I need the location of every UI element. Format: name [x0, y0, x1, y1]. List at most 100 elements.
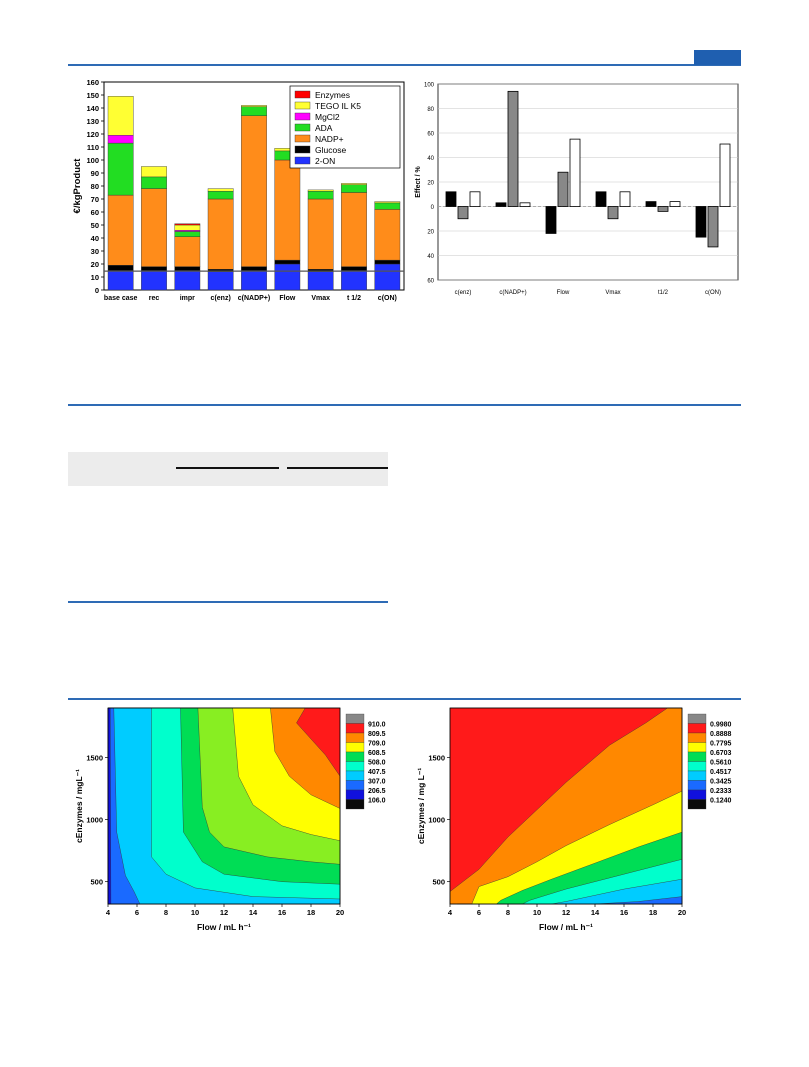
legend-swatch [687, 799, 707, 810]
legend-swatch [294, 112, 311, 121]
y-tick-label: 10 [91, 273, 99, 282]
x-tick-label: 4 [106, 908, 111, 917]
bar-segment [341, 270, 367, 291]
y-tick-label: 140 [86, 104, 99, 113]
x-tick-label: t 1/2 [347, 295, 361, 302]
y-tick-label: 150 [86, 91, 99, 100]
x-tick-label: Flow [557, 290, 570, 296]
y-tick-label: 110 [87, 143, 99, 152]
y-tick-label: 60 [427, 279, 434, 285]
y-axis-label: Effect / % [415, 165, 422, 197]
legend-swatch [345, 780, 365, 791]
bar-segment [207, 271, 234, 291]
cost-stacked-bar-chart: 0 10 20 30 40 50 60 70 80 90 100 110 120 130 140 150 160… [72, 78, 405, 302]
y-tick-label: 0 [95, 286, 99, 295]
bar-segment [207, 198, 234, 270]
legend-swatch [294, 90, 311, 99]
bar-segment [107, 135, 134, 144]
x-tick-label: 18 [649, 908, 657, 917]
bar-segment [174, 224, 201, 231]
x-tick-label: 8 [164, 908, 168, 917]
effect-bar [645, 201, 657, 207]
legend-swatch [687, 751, 707, 762]
legend-level-label: 0.8888 [710, 731, 732, 738]
legend-level-label: 0.7795 [710, 741, 732, 748]
legend-swatch [687, 761, 707, 772]
legend-swatch [687, 770, 707, 781]
bar-segment [207, 190, 234, 200]
legend-swatch [687, 732, 707, 743]
y-tick-label: 500 [90, 878, 103, 887]
bar-segment [241, 106, 267, 117]
legend-label: Glucose [315, 145, 346, 155]
legend-level-label: 307.0 [368, 779, 386, 786]
legend-label: ADA [315, 123, 333, 133]
legend-level-label: 0.1240 [710, 798, 732, 805]
bar-segment [374, 263, 401, 291]
legend-level-label: 508.0 [368, 760, 386, 767]
effect-bar [507, 90, 519, 207]
x-tick-label: c(enz) [211, 295, 231, 302]
legend-swatch [294, 145, 311, 154]
y-tick-label: 120 [86, 130, 99, 139]
x-tick-label: base case [104, 295, 138, 302]
legend-level-label: 910.0 [368, 722, 386, 729]
contour-band [107, 707, 112, 905]
legend-swatch [687, 723, 707, 734]
bar-segment [374, 201, 401, 204]
x-tick-label: 14 [249, 908, 258, 917]
table-header-band [68, 452, 388, 486]
x-tick-label: Flow [279, 295, 295, 302]
effect-bar [707, 206, 719, 248]
x-tick-label: 18 [307, 908, 315, 917]
x-tick-label: 10 [191, 908, 199, 917]
legend-level-label: 0.2333 [710, 788, 732, 795]
x-tick-label: c(enz) [455, 290, 472, 296]
x-tick-label: 12 [562, 908, 570, 917]
x-tick-label: 4 [448, 908, 453, 917]
legend-swatch [294, 134, 311, 143]
bar-segment [141, 166, 167, 178]
x-tick-label: 8 [506, 908, 510, 917]
bar-segment [107, 142, 134, 196]
legend-label: 2-ON [315, 156, 335, 166]
bar-segment [374, 209, 401, 261]
legend-level-label: 0.5610 [710, 760, 732, 767]
effect-bar [469, 191, 481, 207]
y-tick-label: 40 [91, 234, 99, 243]
contour-plot-yield: 4 6 8 10 12 14 16 18 20 500 1000 1500 Flow / mL h⁻¹ c… [416, 707, 732, 932]
x-axis-label: Flow / mL h⁻¹ [197, 922, 251, 932]
table-bottom-rule [68, 601, 388, 603]
legend-swatch [345, 751, 365, 762]
bar-segment [274, 259, 301, 265]
effect-bar [719, 143, 731, 207]
y-tick-label: 100 [86, 156, 99, 165]
bar-segment [141, 188, 167, 267]
bar-segment [274, 159, 301, 261]
x-tick-label: 6 [135, 908, 139, 917]
legend-label: TEGO IL K5 [315, 101, 361, 111]
y-axis-label: cEnzymes / mg L⁻¹ [416, 768, 426, 844]
effect-bar [619, 191, 631, 207]
x-tick-label: impr [180, 295, 195, 302]
bar-segment [341, 192, 367, 267]
bar-segment [307, 198, 334, 270]
x-tick-label: 20 [336, 908, 344, 917]
bar-segment [107, 194, 134, 266]
effect-bar-chart: 100 80 60 40 20 0 20 40 60 c(enz) c(NADP+) Flow Vmax… [415, 83, 739, 296]
legend-label: NADP+ [315, 134, 344, 144]
legend-swatch [345, 742, 365, 753]
legend-level-label: 608.5 [368, 750, 386, 757]
header-tab-marker [694, 50, 741, 65]
x-tick-label: 12 [220, 908, 228, 917]
legend-swatch [687, 742, 707, 753]
bar-segment [141, 270, 167, 291]
bar-segment [241, 115, 267, 267]
y-tick-label: 1000 [86, 816, 103, 825]
y-tick-label: 0 [431, 205, 435, 211]
x-tick-label: t1/2 [658, 290, 669, 296]
x-tick-label: 6 [477, 908, 481, 917]
effect-bar [495, 202, 507, 207]
y-tick-label: 20 [427, 181, 434, 187]
y-tick-label: 100 [424, 83, 435, 89]
